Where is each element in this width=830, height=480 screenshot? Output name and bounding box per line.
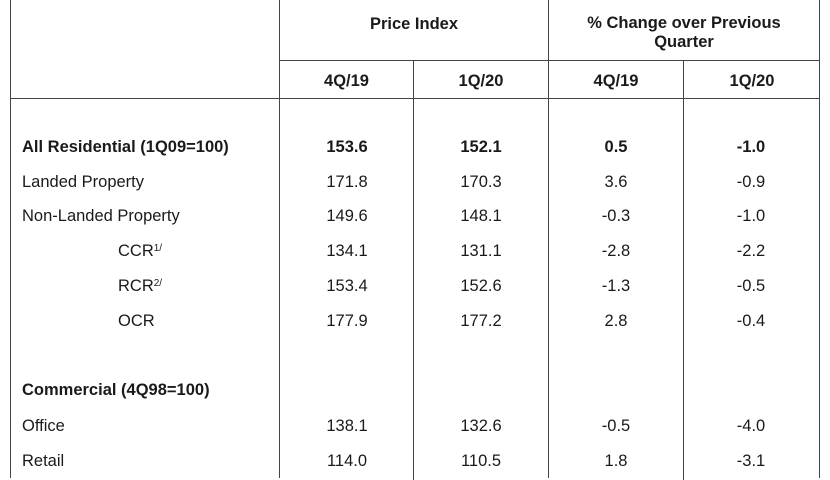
row-value: 177.2: [460, 312, 502, 330]
row-value: 0.5: [604, 138, 628, 156]
row-label-text: RCR: [118, 277, 154, 295]
row-value: 149.6: [326, 207, 368, 225]
row-label: Retail: [22, 451, 64, 471]
row-value: 131.1: [460, 242, 502, 260]
col-divider-3: [683, 60, 684, 480]
row-label: RCR2/: [118, 276, 162, 296]
row-value: 177.9: [326, 312, 368, 330]
row-label: Commercial (4Q98=100): [22, 380, 210, 400]
row-value: -1.0: [736, 138, 766, 156]
row-value: 134.1: [326, 242, 368, 260]
row-label-text: CCR: [118, 242, 154, 260]
row-value: -0.4: [736, 312, 766, 330]
row-value: -1.3: [601, 277, 631, 295]
row-value: 171.8: [326, 173, 368, 191]
row-label: Non-Landed Property: [22, 206, 180, 226]
row-label-text: Commercial (4Q98=100): [22, 381, 210, 399]
row-label-text: Non-Landed Property: [22, 207, 180, 225]
row-label-text: Landed Property: [22, 173, 145, 191]
row-value: 153.6: [326, 138, 368, 156]
header-pct-change: % Change over Previous Quarter: [587, 14, 781, 51]
subheader-pct-4q19: 4Q/19: [593, 72, 639, 90]
row-value: -0.9: [736, 173, 766, 191]
header-divider: [279, 60, 820, 61]
row-value: -0.5: [601, 417, 631, 435]
row-value: 114.0: [326, 452, 368, 470]
row-value: -2.8: [601, 242, 631, 260]
row-label: OCR: [118, 311, 155, 331]
row-value: -2.2: [736, 242, 766, 260]
subheader-price-4q19: 4Q/19: [324, 72, 369, 90]
row-value: 2.8: [604, 312, 628, 330]
footnote-marker: 1/: [153, 243, 163, 254]
subheader-pct-1q20: 1Q/20: [729, 72, 775, 90]
row-value: 170.3: [460, 173, 502, 191]
row-value: -1.0: [736, 207, 766, 225]
row-value: -0.3: [601, 207, 631, 225]
row-label: Landed Property: [22, 172, 144, 192]
subheader-price-1q20: 1Q/20: [458, 72, 504, 90]
row-label-text: All Residential (1Q09=100): [22, 138, 229, 156]
row-value: 1.8: [604, 452, 628, 470]
col-divider-label: [279, 0, 280, 478]
header-price-index: Price Index: [369, 15, 459, 33]
row-value: 110.5: [460, 452, 502, 470]
row-value: -4.0: [736, 417, 766, 435]
row-value: -0.5: [736, 277, 766, 295]
row-value: 138.1: [326, 417, 368, 435]
row-label: CCR1/: [118, 241, 162, 261]
row-value: -3.1: [736, 452, 766, 470]
col-divider-group: [548, 0, 549, 478]
row-label-text: Office: [22, 417, 65, 435]
row-value: 3.6: [604, 173, 628, 191]
row-label-text: OCR: [118, 312, 155, 330]
row-label: Office: [22, 416, 65, 436]
row-label: All Residential (1Q09=100): [22, 137, 229, 157]
header-bottom-line: [10, 98, 820, 99]
row-value: 152.1: [460, 138, 502, 156]
row-value: 152.6: [460, 277, 502, 295]
row-label-text: Retail: [22, 452, 65, 470]
row-value: 148.1: [460, 207, 502, 225]
col-divider-1: [413, 60, 414, 480]
footnote-marker: 2/: [153, 278, 163, 289]
row-value: 132.6: [460, 417, 502, 435]
row-value: 153.4: [326, 277, 368, 295]
table-frame: [10, 0, 820, 478]
